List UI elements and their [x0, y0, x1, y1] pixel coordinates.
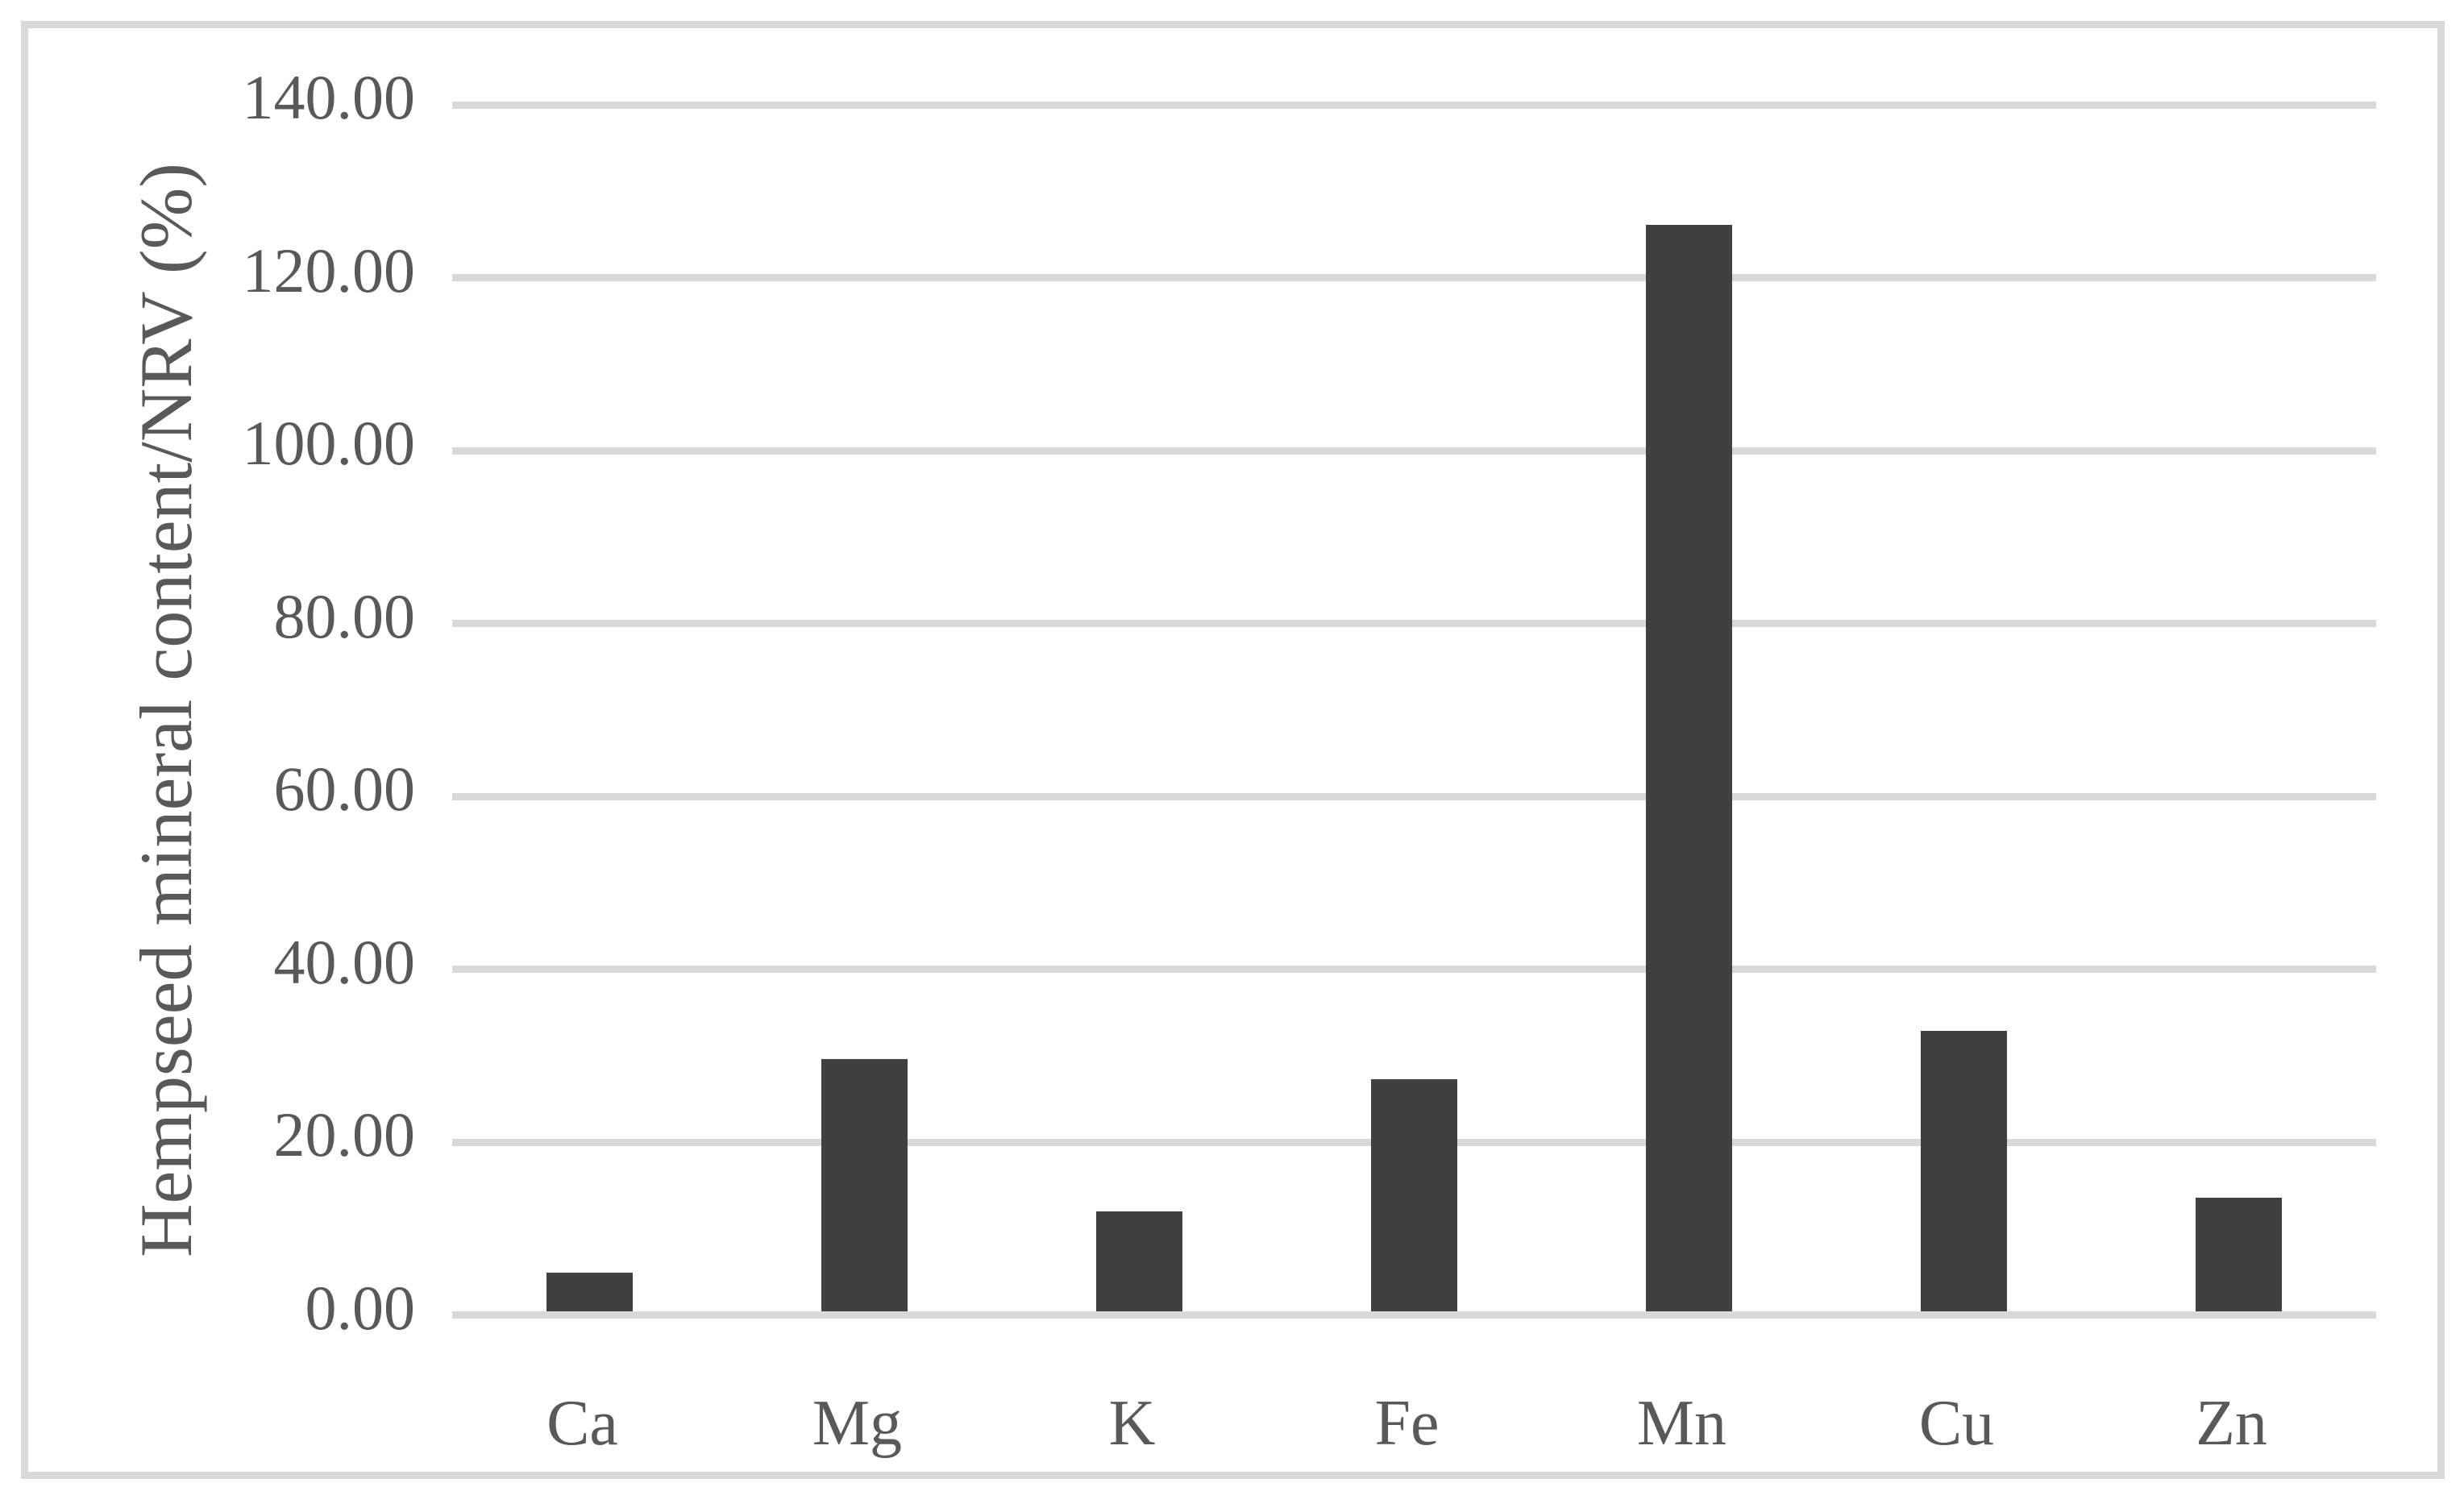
gridline	[452, 274, 2376, 281]
bar-zn	[2196, 1197, 2282, 1311]
gridline	[452, 792, 2376, 800]
bar-cu	[1921, 1030, 2007, 1311]
gridline	[452, 966, 2376, 973]
gridline	[452, 101, 2376, 109]
y-axis-title: Hempseed mineral content/NRV (%)	[125, 163, 207, 1257]
x-category-label: Cu	[1918, 1388, 1995, 1459]
gridline	[452, 447, 2376, 455]
gridline	[452, 620, 2376, 627]
y-tick-label: 20.00	[273, 1099, 416, 1169]
y-tick-label: 80.00	[273, 580, 416, 651]
figure-frame: Hempseed mineral content/NRV (%) 0.00 20.…	[21, 21, 2445, 1479]
y-tick-label: 0.00	[305, 1272, 416, 1343]
x-category-label: Mn	[1636, 1388, 1727, 1459]
bar-mg	[821, 1059, 908, 1311]
gridline	[452, 1311, 2376, 1319]
y-tick-label: 100.00	[242, 408, 416, 478]
x-category-label: Fe	[1374, 1388, 1440, 1459]
bar-k	[1096, 1211, 1182, 1311]
bar-mn	[1646, 225, 1732, 1311]
x-category-label: Mg	[812, 1388, 903, 1459]
x-category-label: Ca	[546, 1388, 618, 1459]
bar-ca	[546, 1272, 633, 1311]
y-tick-label: 140.00	[242, 62, 416, 132]
plot-area	[452, 98, 2376, 1319]
y-tick-label: 120.00	[242, 235, 416, 305]
y-tick-label: 60.00	[273, 754, 416, 824]
bar-fe	[1371, 1078, 1457, 1311]
x-category-label: Zn	[2196, 1388, 2267, 1459]
y-tick-label: 40.00	[273, 926, 416, 997]
x-category-label: K	[1108, 1388, 1156, 1459]
